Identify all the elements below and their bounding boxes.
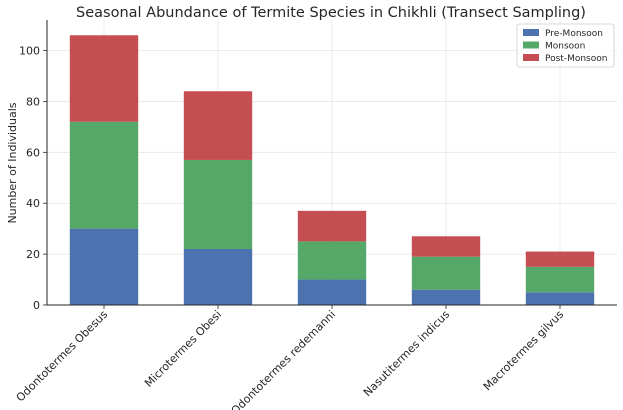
- x-tick-label: Nasutitermes indicus: [361, 308, 452, 399]
- bar-monsoon-1: [69, 121, 139, 229]
- legend-frame: [516, 23, 615, 68]
- legend: Pre-Monsoon Monsoon Post-Monsoon: [516, 23, 615, 68]
- y-ticks: 0 20 40 60 80 100: [19, 45, 47, 312]
- x-tick-label: Microtermes Obesi: [142, 308, 224, 390]
- bar-pre-monsoon-1: [69, 228, 139, 305]
- bar-pre-monsoon-4: [411, 289, 481, 305]
- legend-label: Post-Monsoon: [545, 54, 607, 64]
- legend-label: Monsoon: [545, 42, 585, 52]
- bar-post-monsoon-4: [411, 236, 481, 257]
- legend-swatch-post-monsoon: [523, 54, 539, 61]
- bar-post-monsoon-3: [297, 210, 367, 242]
- y-tick-label: 60: [26, 146, 40, 159]
- y-axis-label: Number of Individuals: [6, 102, 19, 223]
- bar-post-monsoon-5: [525, 251, 595, 267]
- bar-post-monsoon-1: [69, 35, 139, 122]
- legend-swatch-monsoon: [523, 41, 539, 49]
- legend-swatch-pre-monsoon: [523, 29, 539, 36]
- bar-monsoon-3: [297, 241, 367, 280]
- y-tick-label: 80: [26, 95, 40, 108]
- bar-monsoon-2: [183, 159, 253, 250]
- chart-title: Seasonal Abundance of Termite Species in…: [76, 5, 586, 21]
- legend-label: Pre-Monsoon: [545, 29, 603, 39]
- x-tick-label: Odontotermes redemanni: [229, 308, 338, 410]
- x-ticks: Odontotermes Obesus Microtermes Obesi Odon…: [14, 305, 567, 410]
- bar-pre-monsoon-2: [183, 249, 253, 305]
- bar-post-monsoon-2: [183, 91, 253, 160]
- bars: [69, 35, 595, 305]
- y-tick-label: 40: [26, 197, 40, 210]
- x-tick-label: Odontotermes Obesus: [14, 308, 111, 405]
- y-tick-label: 20: [26, 248, 40, 261]
- y-tick-label: 0: [33, 299, 40, 312]
- bar-pre-monsoon-5: [525, 292, 595, 305]
- x-tick-label: Macrotermes gilvus: [481, 308, 567, 394]
- bar-monsoon-4: [411, 256, 481, 290]
- bar-monsoon-5: [525, 266, 595, 293]
- y-tick-label: 100: [19, 45, 40, 58]
- bar-pre-monsoon-3: [297, 279, 367, 305]
